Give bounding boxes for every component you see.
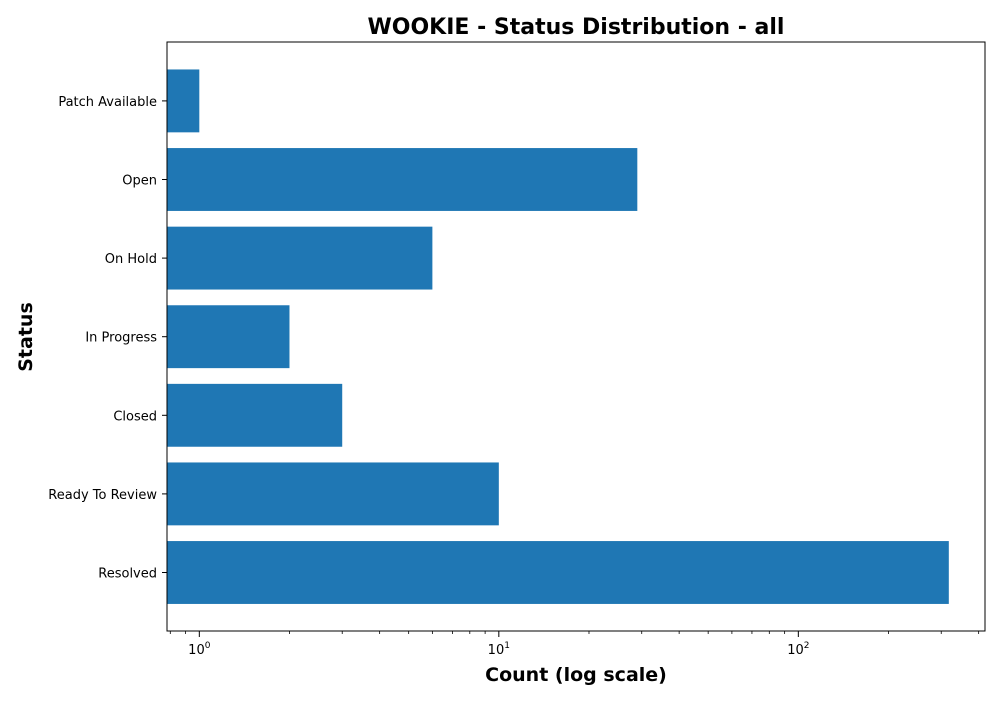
bars-group xyxy=(167,69,949,604)
bar-in-progress xyxy=(167,305,290,369)
y-tick-label: Open xyxy=(122,174,157,189)
bar-resolved xyxy=(167,541,949,604)
y-tick-label: Ready To Review xyxy=(48,488,157,503)
x-axis-label: Count (log scale) xyxy=(485,664,667,686)
plot-frame xyxy=(166,41,986,632)
y-tick-label: Patch Available xyxy=(58,95,157,110)
x-tick-label: 101 xyxy=(488,641,510,658)
y-axis-label: Status xyxy=(15,302,37,372)
y-tick-label: Resolved xyxy=(98,567,157,582)
bar-on-hold xyxy=(167,226,433,290)
y-tick-label: Closed xyxy=(113,409,157,424)
bar-patch-available xyxy=(167,69,200,133)
bar-closed xyxy=(167,383,343,447)
x-tick-label: 102 xyxy=(787,641,809,658)
x-axis-ticks: 100 101 102 xyxy=(169,631,980,658)
bar-ready-to-review xyxy=(167,462,499,526)
bar-open xyxy=(167,148,638,211)
y-tick-label: On Hold xyxy=(105,252,157,267)
chart-title: WOOKIE - Status Distribution - all xyxy=(368,15,785,40)
y-axis-ticks: Resolved Ready To Review Closed In Progress… xyxy=(48,95,167,582)
y-tick-label: In Progress xyxy=(85,331,157,346)
x-tick-label: 100 xyxy=(188,641,211,658)
